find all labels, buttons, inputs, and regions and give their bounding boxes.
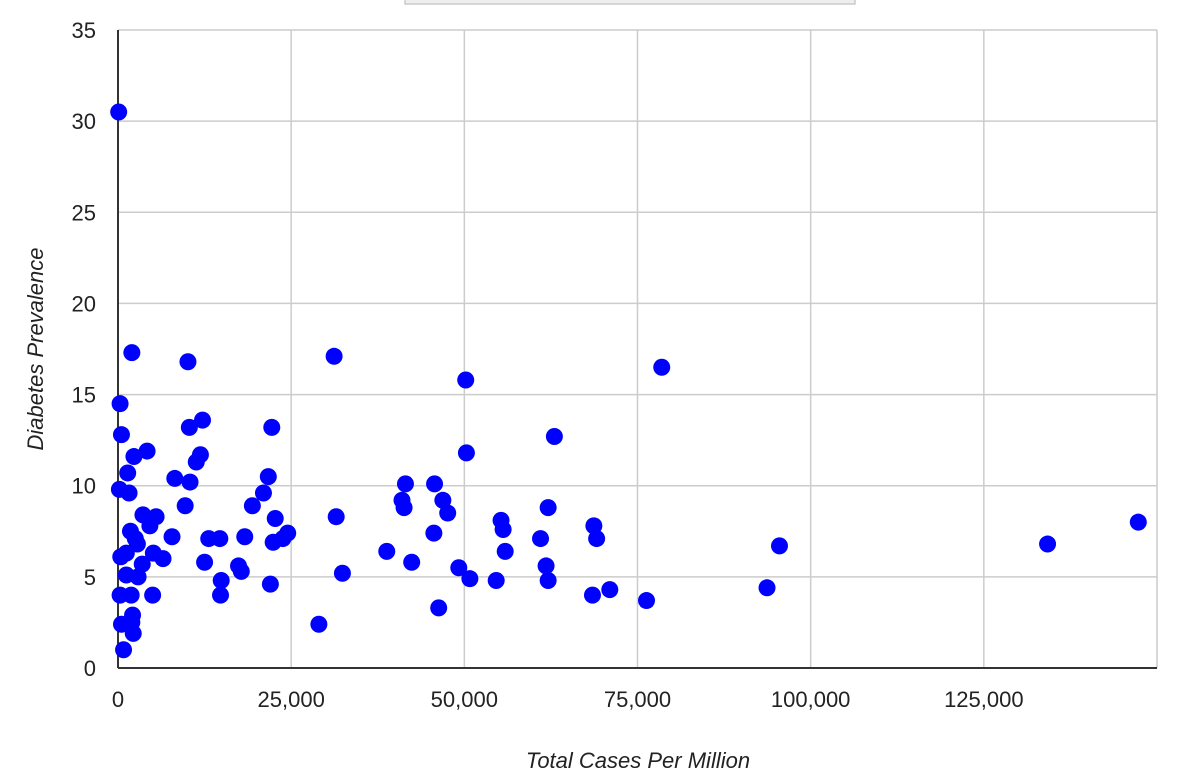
data-point (457, 371, 475, 389)
data-point (212, 586, 230, 604)
gridlines (118, 29, 1158, 668)
data-point (124, 624, 142, 642)
top-input-box (404, 0, 856, 5)
data-point (434, 491, 452, 509)
data-point (450, 559, 468, 577)
y-tick-label: 20 (72, 291, 96, 316)
data-point (601, 581, 619, 599)
y-tick-label: 35 (72, 18, 96, 43)
data-point (163, 528, 181, 546)
data-point (254, 484, 272, 502)
y-axis-title: Diabetes Prevalence (23, 247, 48, 450)
data-point (263, 418, 281, 436)
data-point (144, 586, 162, 604)
data-point (325, 347, 343, 365)
data-point (181, 473, 199, 491)
data-point (638, 592, 656, 610)
data-point (588, 530, 606, 548)
data-point (279, 524, 297, 542)
y-tick-label: 0 (84, 656, 96, 681)
data-point (154, 550, 172, 568)
y-tick-label: 30 (72, 109, 96, 134)
data-point (243, 497, 261, 515)
data-point (758, 579, 776, 597)
x-tick-label: 0 (112, 687, 124, 712)
data-point (147, 508, 165, 526)
data-point (487, 572, 505, 590)
data-point (333, 564, 351, 582)
data-point (1129, 513, 1147, 531)
data-point (236, 528, 254, 546)
y-tick-label: 5 (84, 565, 96, 590)
data-point (537, 557, 555, 575)
data-point (396, 475, 414, 493)
data-point (194, 411, 212, 429)
y-tick-label: 25 (72, 200, 96, 225)
x-tick-label: 25,000 (258, 687, 325, 712)
y-tick-label: 10 (72, 474, 96, 499)
x-tick-label: 100,000 (771, 687, 851, 712)
x-tick-label: 75,000 (604, 687, 671, 712)
data-point (403, 553, 421, 571)
data-point (110, 103, 128, 121)
data-point (112, 426, 130, 444)
data-point (425, 524, 443, 542)
y-tick-labels: 0 5 10 15 20 25 30 35 (72, 18, 96, 681)
data-point (378, 542, 396, 560)
data-point (770, 537, 788, 555)
data-point (327, 508, 345, 526)
data-point (120, 484, 138, 502)
data-point (115, 641, 133, 659)
x-tick-label: 50,000 (431, 687, 498, 712)
data-point (457, 444, 475, 462)
data-point (545, 427, 563, 445)
data-point (583, 586, 601, 604)
data-point (426, 475, 444, 493)
data-point (196, 553, 214, 571)
data-point (439, 504, 457, 522)
data-point (129, 568, 147, 586)
data-point (266, 510, 284, 528)
data-point (259, 468, 277, 486)
data-point (128, 535, 146, 553)
data-point (496, 542, 514, 560)
data-point (180, 418, 198, 436)
data-point (532, 530, 550, 548)
x-axis-title: Total Cases Per Million (526, 748, 750, 773)
data-point (461, 570, 479, 588)
data-point (539, 499, 557, 517)
data-point (124, 606, 142, 624)
data-point (585, 517, 603, 535)
data-point (138, 442, 156, 460)
data-point (653, 358, 671, 376)
data-point (176, 497, 194, 515)
y-tick-label: 15 (72, 383, 96, 408)
data-point (261, 575, 279, 593)
data-point (122, 586, 140, 604)
data-point (430, 599, 448, 617)
data-point (119, 464, 137, 482)
data-points (110, 103, 1147, 659)
data-point (310, 615, 328, 633)
data-point (232, 562, 250, 580)
data-point (1039, 535, 1057, 553)
x-tick-labels: 0 25,000 50,000 75,000 100,000 125,000 (112, 687, 1024, 712)
data-point (166, 469, 184, 487)
data-point (125, 448, 143, 466)
data-point (179, 353, 197, 371)
data-point (211, 530, 229, 548)
data-point (111, 395, 129, 413)
data-point (395, 499, 413, 517)
data-point (212, 572, 230, 590)
data-point (133, 555, 151, 573)
x-tick-label: 125,000 (944, 687, 1024, 712)
data-point (539, 572, 557, 590)
data-point (191, 446, 209, 464)
data-point (123, 344, 141, 362)
data-point (494, 520, 512, 538)
